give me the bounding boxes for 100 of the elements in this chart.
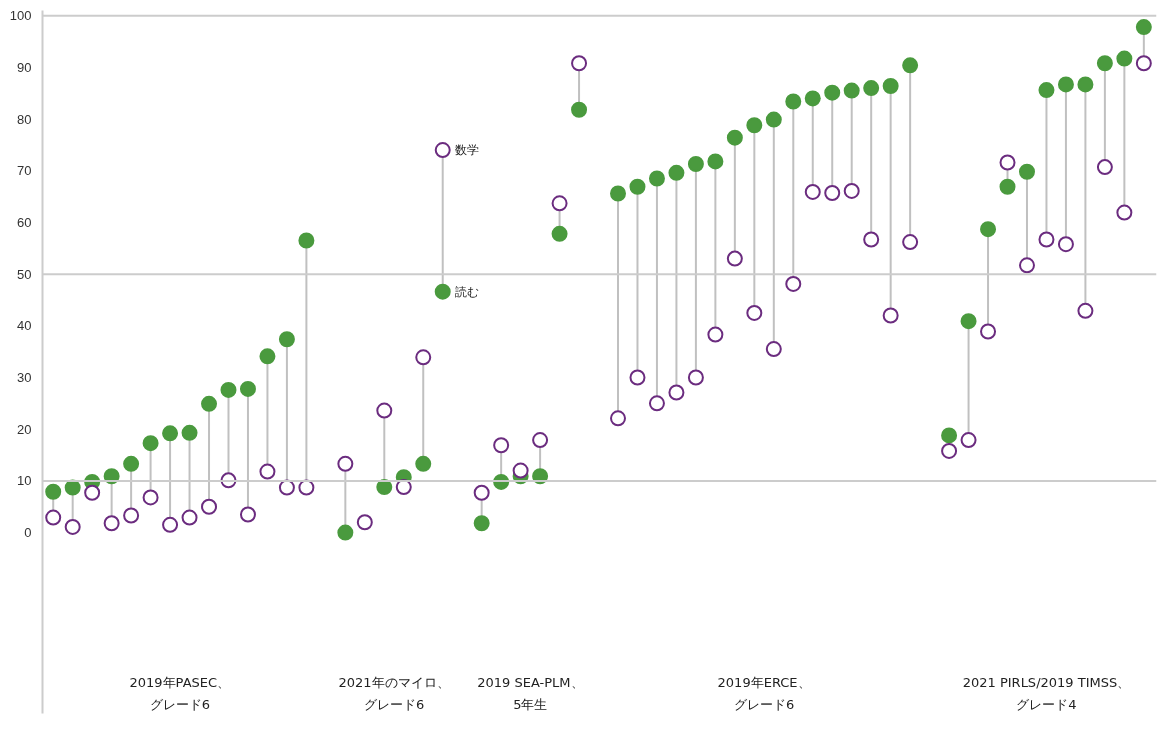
point — [434, 283, 451, 300]
y-tick-label: 0 — [24, 525, 32, 541]
point — [142, 435, 159, 452]
point — [668, 164, 685, 181]
point — [1116, 204, 1133, 221]
annotation: 2019年ERCE、 — [717, 674, 811, 690]
point — [882, 77, 899, 94]
annotation: 2021 PIRLS/2019 TIMSS、 — [962, 674, 1131, 690]
point — [45, 483, 62, 500]
point — [1135, 55, 1152, 72]
point — [746, 117, 763, 134]
point — [824, 184, 841, 201]
point — [804, 90, 821, 107]
point — [337, 524, 354, 541]
point — [551, 225, 568, 242]
y-tick-label: 50 — [17, 266, 32, 282]
point — [648, 170, 665, 187]
point — [863, 231, 880, 248]
point — [1077, 76, 1094, 93]
y-tick-label: 40 — [17, 318, 32, 334]
point — [551, 195, 568, 212]
point — [123, 455, 140, 472]
point — [1057, 236, 1074, 253]
y-tick-label: 20 — [17, 421, 32, 437]
point — [415, 349, 432, 366]
point — [687, 369, 704, 386]
point — [473, 515, 490, 532]
point — [980, 221, 997, 238]
point — [629, 369, 646, 386]
point — [162, 516, 179, 533]
y-tick-label: 100 — [9, 8, 32, 24]
point — [415, 455, 432, 472]
y-tick-label: 90 — [17, 59, 32, 75]
annotation: グレード6 — [733, 696, 795, 712]
y-tick-label: 30 — [17, 370, 32, 386]
point — [181, 509, 198, 526]
point — [610, 410, 626, 427]
point — [999, 178, 1016, 195]
point — [434, 142, 451, 159]
point — [64, 479, 81, 496]
point — [999, 154, 1016, 171]
point — [726, 250, 743, 267]
point — [239, 506, 256, 523]
point — [201, 498, 218, 515]
point — [1038, 231, 1055, 248]
annotation: 5年生 — [513, 696, 548, 712]
point — [843, 182, 860, 199]
point — [863, 80, 880, 97]
point — [493, 437, 510, 454]
point — [746, 304, 763, 321]
point — [785, 275, 802, 292]
point — [1018, 163, 1035, 180]
point — [376, 479, 393, 496]
point — [707, 153, 724, 170]
point — [1038, 82, 1055, 99]
point — [571, 55, 588, 72]
point — [1096, 159, 1113, 176]
point — [473, 484, 490, 501]
series-label: 数学 — [454, 143, 479, 158]
point — [804, 183, 821, 200]
point — [668, 384, 685, 401]
y-tick-label: 70 — [17, 163, 32, 179]
point — [882, 307, 899, 324]
point — [259, 463, 276, 480]
series-label: 読む — [454, 284, 479, 299]
point — [629, 178, 646, 195]
point — [278, 479, 295, 496]
point — [532, 432, 549, 449]
point — [123, 507, 140, 524]
annotation: グレード6 — [363, 696, 425, 712]
point — [84, 484, 101, 501]
annotation: 2019 SEA-PLM、 — [477, 674, 584, 690]
point — [765, 111, 782, 128]
point — [1135, 19, 1152, 36]
point — [1057, 76, 1074, 93]
point — [1018, 257, 1035, 274]
point — [824, 84, 841, 101]
point — [64, 518, 81, 535]
point — [162, 425, 179, 442]
annotation: グレード4 — [1016, 696, 1077, 712]
point — [765, 341, 782, 358]
point — [1116, 50, 1133, 67]
point — [278, 331, 295, 348]
point — [1077, 302, 1094, 319]
point — [785, 93, 802, 110]
point — [980, 323, 997, 340]
point — [941, 442, 958, 459]
point — [376, 402, 393, 419]
y-tick-label: 60 — [17, 214, 32, 230]
y-tick-label: 10 — [17, 473, 32, 489]
point — [142, 489, 159, 506]
point — [220, 381, 237, 398]
point — [726, 129, 743, 146]
point — [843, 82, 860, 99]
point — [648, 395, 665, 412]
annotation: 2021年のマイロ、 — [338, 674, 450, 690]
point — [707, 326, 724, 343]
point — [960, 313, 977, 330]
point — [259, 348, 276, 365]
point — [902, 234, 919, 251]
